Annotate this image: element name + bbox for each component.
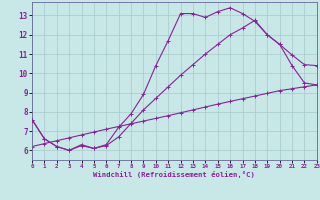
X-axis label: Windchill (Refroidissement éolien,°C): Windchill (Refroidissement éolien,°C) <box>93 171 255 178</box>
